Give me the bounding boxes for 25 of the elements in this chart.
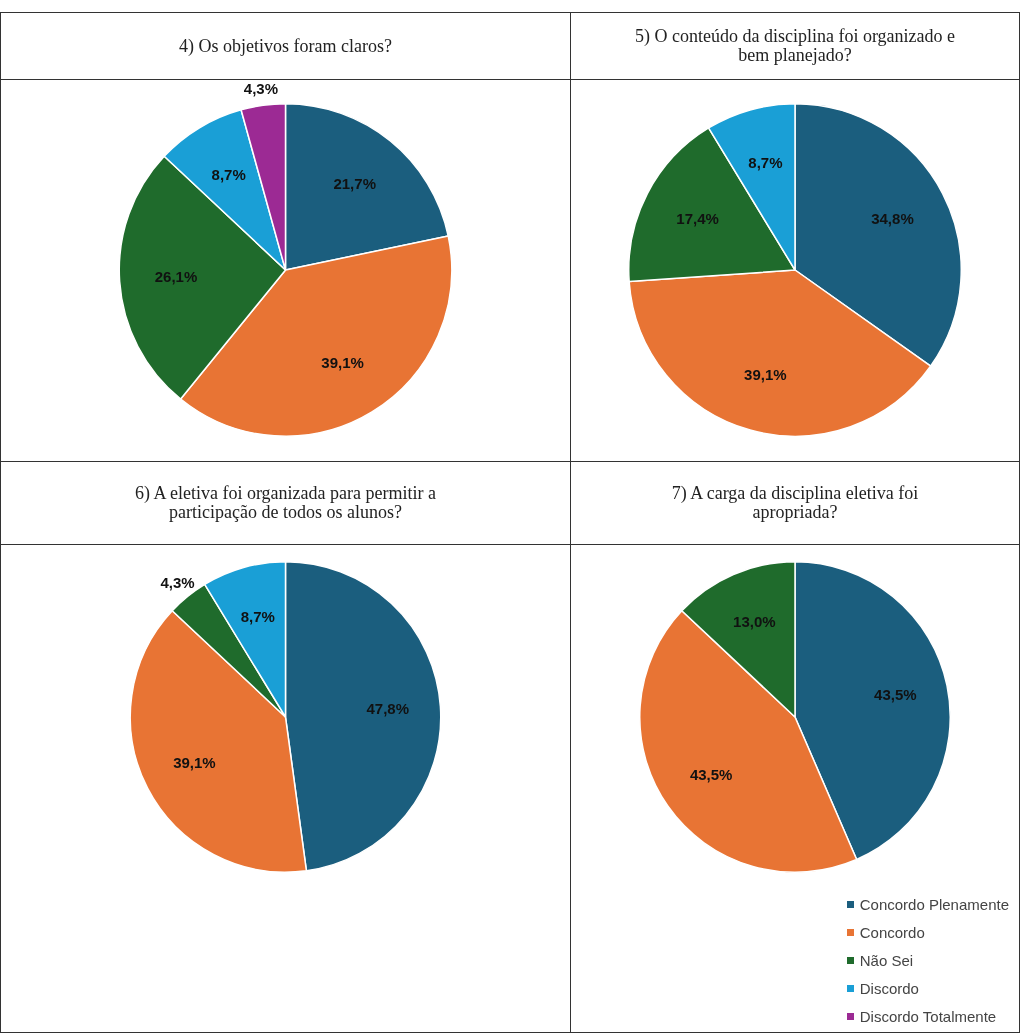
data-label: 39,1% — [173, 754, 216, 772]
legend-label: Concordo — [858, 922, 926, 943]
data-label: 43,5% — [874, 686, 917, 704]
chart-title: 7) A carga da disciplina eletiva foi apropriada? — [570, 461, 1020, 545]
legend-label: Não Sei — [858, 950, 915, 971]
chart-title: 5) O conteúdo da disciplina foi organizado e bem planejado? — [570, 12, 1020, 80]
chart-title: 6) A eletiva foi organizada para permitir a participação de todos os alunos? — [0, 461, 571, 545]
data-label: 39,1% — [321, 353, 364, 371]
data-label: 26,1% — [154, 267, 198, 285]
data-label: 43,5% — [689, 766, 733, 784]
data-label: 47,8% — [366, 700, 409, 718]
legend-label: Discordo — [858, 978, 920, 999]
data-label: 4,3% — [243, 79, 279, 97]
data-label: 39,1% — [744, 365, 787, 383]
data-label: 8,7% — [748, 154, 783, 172]
data-label: 8,7% — [240, 608, 275, 626]
data-label: 4,3% — [160, 574, 195, 592]
chart-title: 4) Os objetivos foram claros? — [0, 12, 571, 80]
data-label: 13,0% — [733, 613, 776, 631]
data-label: 8,7% — [211, 166, 246, 184]
data-label: 34,8% — [871, 209, 914, 227]
legend-label: Concordo Plenamente — [858, 894, 1009, 915]
data-label: 21,7% — [333, 174, 376, 192]
data-label: 17,4% — [676, 209, 719, 227]
legend-label: Discordo Totalmente — [858, 1006, 998, 1027]
